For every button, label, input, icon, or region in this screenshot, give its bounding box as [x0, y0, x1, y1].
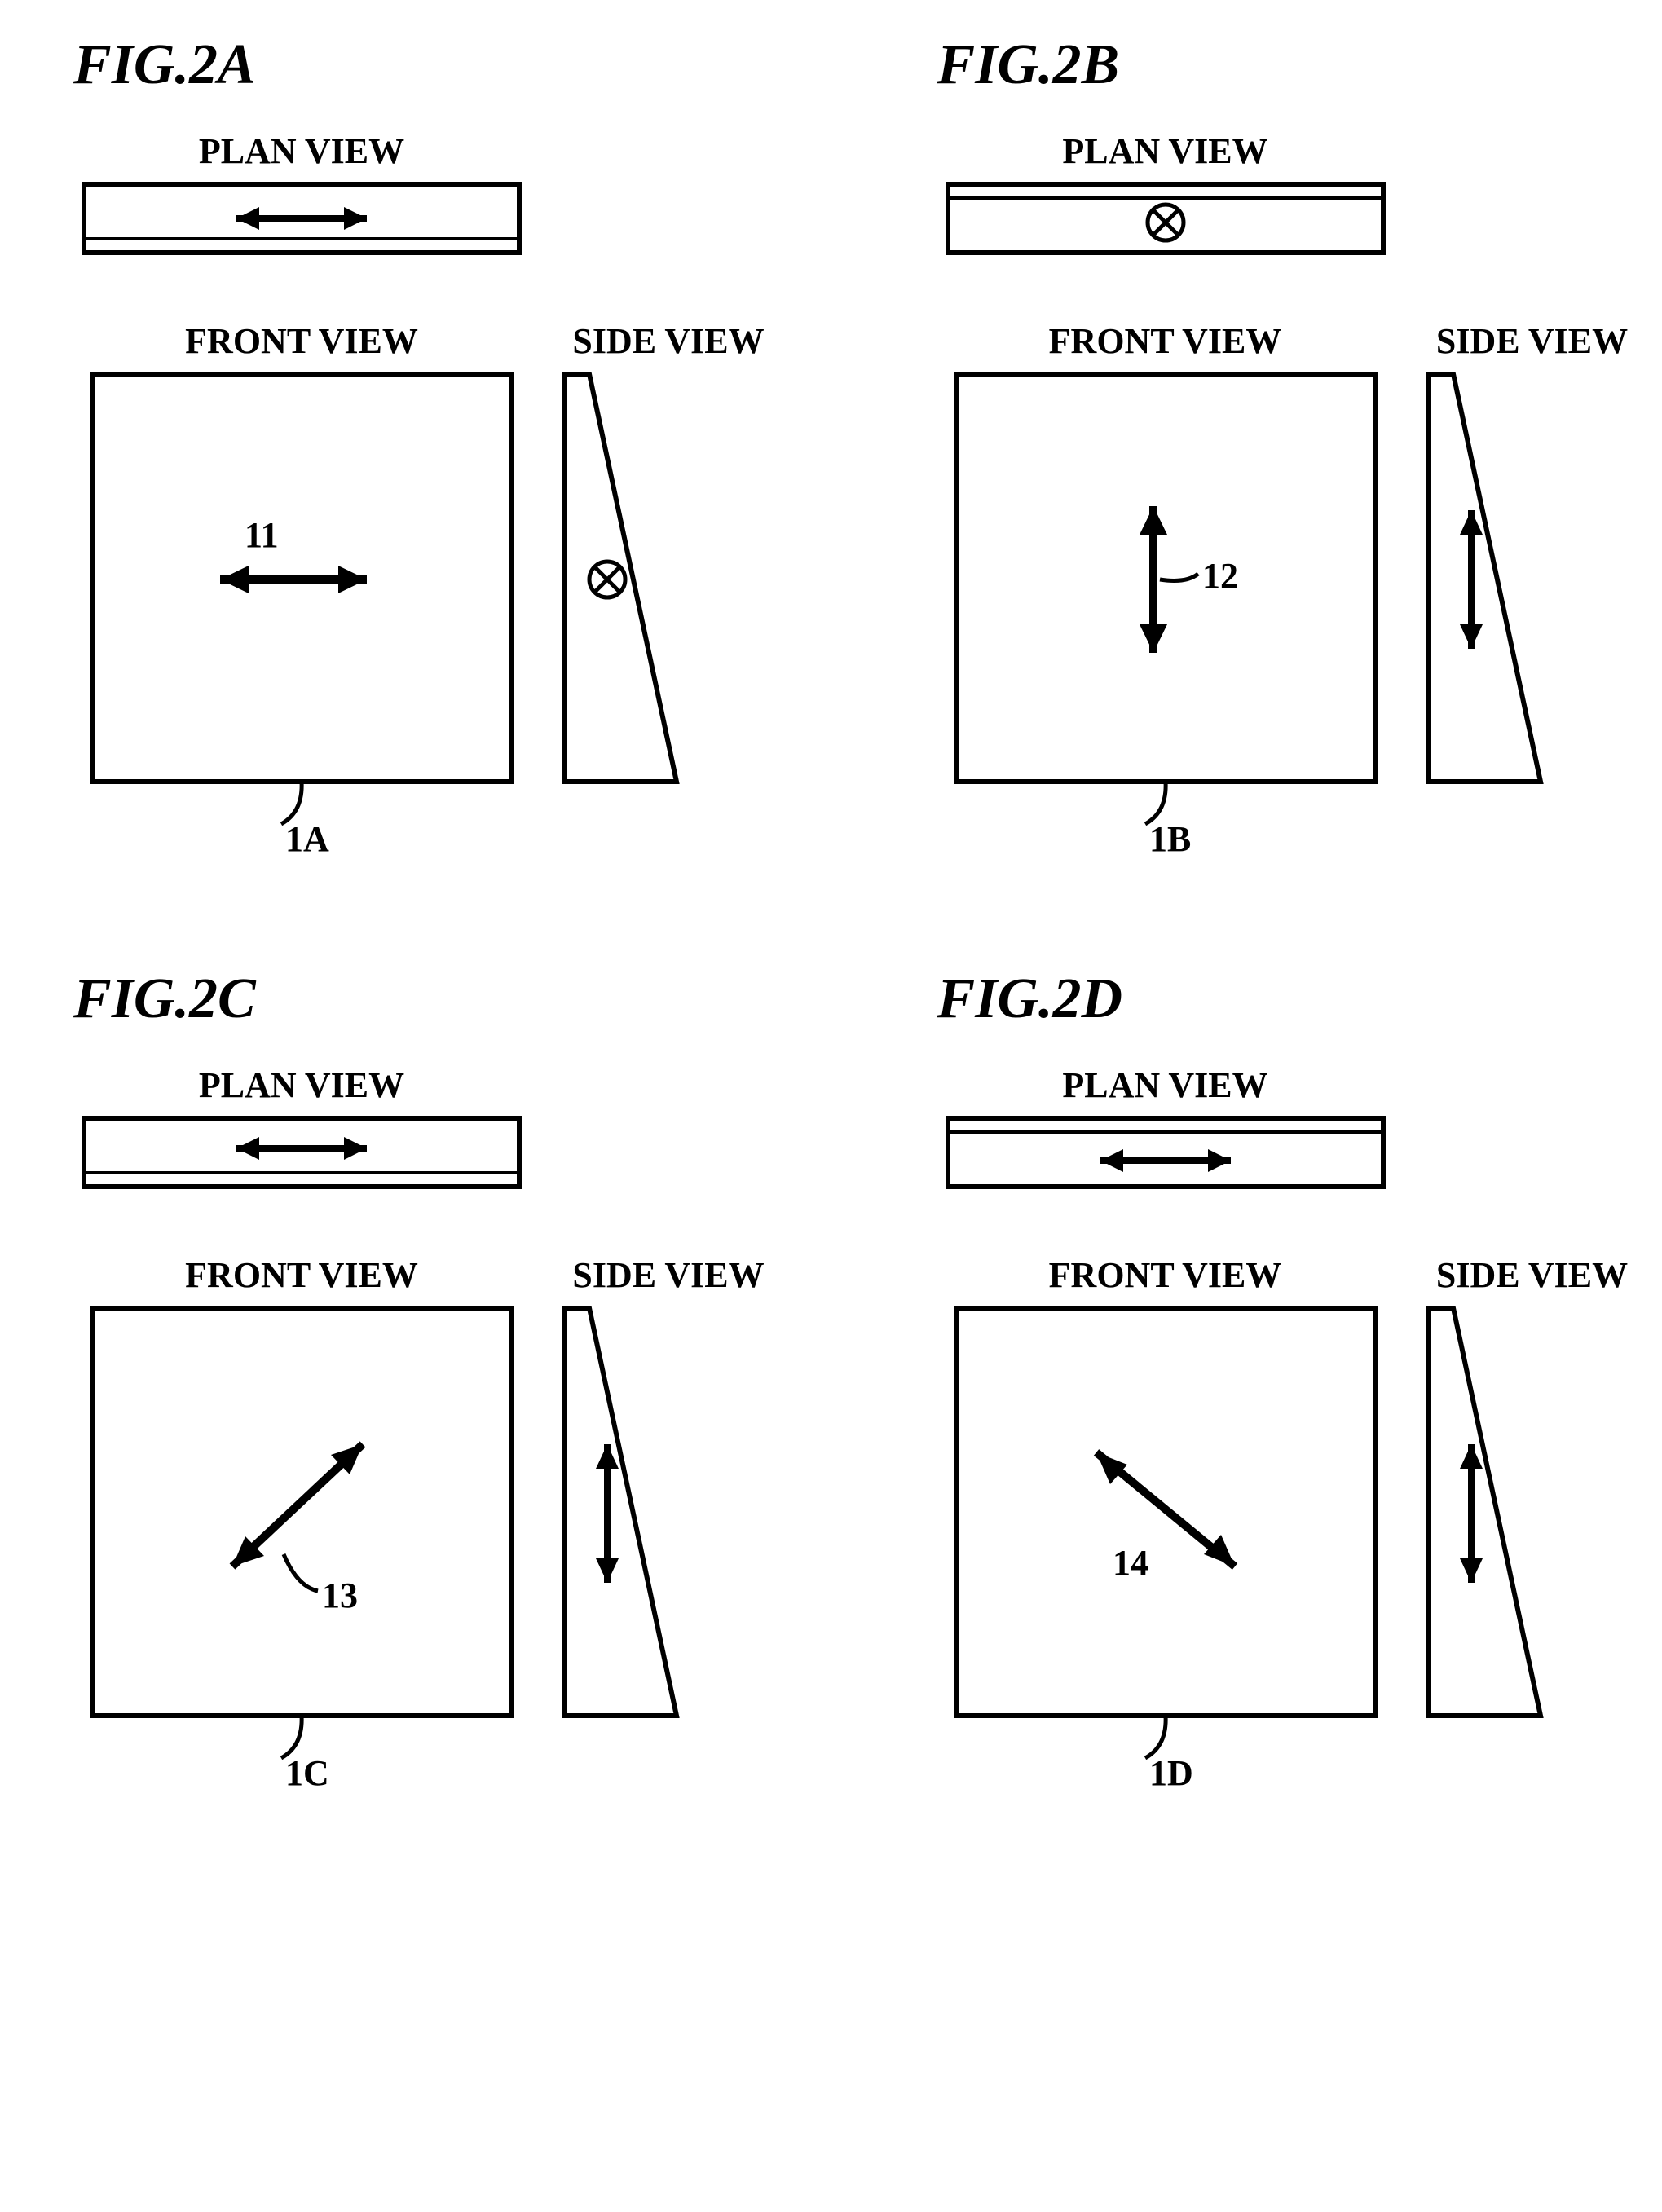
double-arrow-icon [236, 207, 367, 230]
front-view-block: FRONT VIEW 12 1B [937, 320, 1394, 853]
fig-2c: FIG.2C PLAN VIEW FRONT VIEW [33, 967, 831, 1787]
plan-view-block: PLAN VIEW [73, 1064, 530, 1197]
under-ref: 1B [1149, 819, 1191, 853]
double-arrow-icon [232, 1444, 363, 1566]
plan-view-label: PLAN VIEW [937, 1064, 1394, 1106]
side-view-label: SIDE VIEW [562, 320, 774, 362]
fig-2d: FIG.2D PLAN VIEW FRONT VIEW [897, 967, 1662, 1787]
leader-line [281, 782, 302, 824]
double-arrow-icon [596, 1444, 619, 1583]
side-view-drawing [562, 372, 685, 787]
front-view-block: FRONT VIEW 13 1C [73, 1254, 530, 1787]
front-view-label: FRONT VIEW [73, 1254, 530, 1296]
front-view-drawing: 14 1D [954, 1306, 1378, 1787]
page: FIG.2A PLAN VIEW FRONT VIEW [33, 33, 1662, 1787]
fig-title: FIG.2A [73, 33, 831, 98]
double-arrow-icon [236, 1137, 367, 1160]
double-arrow-icon [1100, 1149, 1231, 1172]
leader-line [1160, 574, 1198, 580]
plan-view-label: PLAN VIEW [73, 130, 530, 172]
under-ref: 1C [285, 1753, 329, 1787]
fig-title: FIG.2D [937, 967, 1662, 1032]
leader-line [284, 1554, 318, 1591]
side-view-block: SIDE VIEW [1426, 320, 1638, 787]
front-view-label: FRONT VIEW [73, 320, 530, 362]
plan-view-block: PLAN VIEW [937, 1064, 1394, 1197]
side-view-label: SIDE VIEW [1426, 1254, 1638, 1296]
side-view-block: SIDE VIEW [1426, 1254, 1638, 1721]
leader-line [1145, 782, 1166, 824]
plan-view-label: PLAN VIEW [937, 130, 1394, 172]
inner-ref: 11 [245, 515, 279, 555]
front-view-drawing: 12 1B [954, 372, 1378, 853]
front-view-block: FRONT VIEW 14 1D [937, 1254, 1394, 1787]
front-view-drawing: 11 1A [90, 372, 514, 853]
inner-ref: 14 [1113, 1543, 1148, 1583]
double-arrow-icon [1460, 1444, 1483, 1583]
side-view-block: SIDE VIEW [562, 1254, 774, 1721]
front-view-label: FRONT VIEW [937, 1254, 1394, 1296]
side-view-block: SIDE VIEW [562, 320, 774, 787]
plan-view-drawing [82, 182, 522, 263]
fig-2a: FIG.2A PLAN VIEW FRONT VIEW [33, 33, 831, 853]
inner-ref: 12 [1202, 556, 1238, 596]
front-view-drawing: 13 1C [90, 1306, 514, 1787]
into-page-icon [589, 562, 625, 597]
plan-view-block: PLAN VIEW [73, 130, 530, 263]
plan-view-label: PLAN VIEW [73, 1064, 530, 1106]
side-view-label: SIDE VIEW [562, 1254, 774, 1296]
into-page-icon [1148, 205, 1184, 240]
front-view-block: FRONT VIEW 11 1A [73, 320, 530, 853]
plan-view-block: PLAN VIEW [937, 130, 1394, 263]
plan-view-drawing [946, 1116, 1386, 1197]
leader-line [281, 1716, 302, 1758]
side-view-drawing [1426, 372, 1549, 787]
side-view-drawing [1426, 1306, 1549, 1721]
plan-view-drawing [82, 1116, 522, 1197]
double-arrow-icon [1460, 510, 1483, 649]
plan-view-drawing [946, 182, 1386, 263]
fig-2b: FIG.2B PLAN VIEW FRONT VIEW [897, 33, 1662, 853]
double-arrow-icon [220, 566, 367, 593]
under-ref: 1A [285, 819, 329, 853]
inner-ref: 13 [322, 1575, 358, 1615]
front-view-label: FRONT VIEW [937, 320, 1394, 362]
fig-title: FIG.2B [937, 33, 1662, 98]
side-view-label: SIDE VIEW [1426, 320, 1638, 362]
side-view-drawing [562, 1306, 685, 1721]
under-ref: 1D [1149, 1753, 1193, 1787]
leader-line [1145, 1716, 1166, 1758]
figure-grid: FIG.2A PLAN VIEW FRONT VIEW [33, 33, 1662, 1787]
fig-title: FIG.2C [73, 967, 831, 1032]
